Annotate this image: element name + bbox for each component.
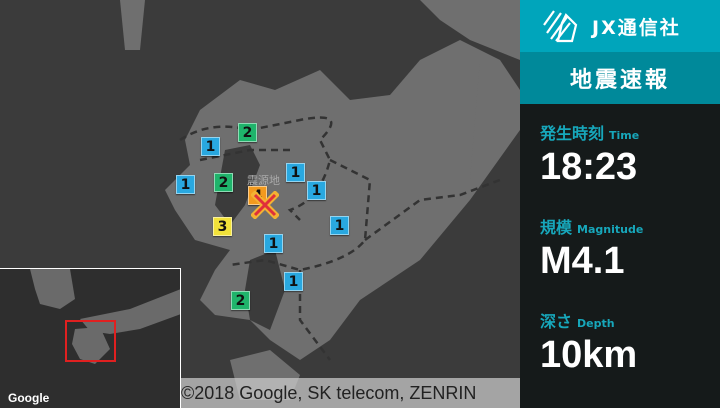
intensity-badge: 2 <box>238 123 257 142</box>
intensity-badge: 1 <box>286 163 305 182</box>
epicenter-label: 震源地 <box>247 174 280 187</box>
magnitude-label-en: Magnitude <box>577 223 644 236</box>
time-label-en: Time <box>609 129 640 142</box>
time-section: 発生時刻 Time 18:23 <box>540 120 639 189</box>
magnitude-value: M4.1 <box>540 240 625 282</box>
depth-section: 深さ Depth 10km <box>540 308 637 377</box>
depth-label: 深さ <box>540 312 573 331</box>
intensity-badge: 2 <box>214 173 233 192</box>
intensity-badge: 3 <box>213 217 232 236</box>
intensity-badge: 1 <box>176 175 195 194</box>
intensity-badge: 2 <box>231 291 250 310</box>
overview-inset-map: Google <box>0 268 181 408</box>
google-logo: Google <box>8 391 50 405</box>
intensity-badge: 1 <box>264 234 283 253</box>
depth-value: 10km <box>540 334 638 376</box>
magnitude-section: 規模 Magnitude M4.1 <box>540 214 643 283</box>
info-panel: JX通信社 地震速報 発生時刻 Time 18:23 規模 Magnitude M4… <box>520 0 720 408</box>
jx-logo-icon <box>543 10 578 43</box>
intensity-badge: 1 <box>330 216 349 235</box>
page-title: 地震速報 <box>520 52 720 104</box>
map[interactable]: 2 1 1 1 2 4 1 1 3 1 1 2 震源地 Google ©2018… <box>0 0 520 408</box>
brand-bar: JX通信社 <box>520 0 720 52</box>
time-label: 発生時刻 <box>540 124 605 143</box>
depth-label-en: Depth <box>577 317 615 330</box>
time-value: 18:23 <box>540 146 638 188</box>
magnitude-label: 規模 <box>540 218 573 237</box>
map-attribution: ©2018 Google, SK telecom, ZENRIN <box>181 378 520 408</box>
intensity-badge: 1 <box>284 272 303 291</box>
brand-name: JX通信社 <box>592 16 681 39</box>
intensity-badge: 1 <box>201 137 220 156</box>
epicenter-x-icon <box>251 191 279 219</box>
intensity-badge: 1 <box>307 181 326 200</box>
inset-land <box>30 269 180 364</box>
